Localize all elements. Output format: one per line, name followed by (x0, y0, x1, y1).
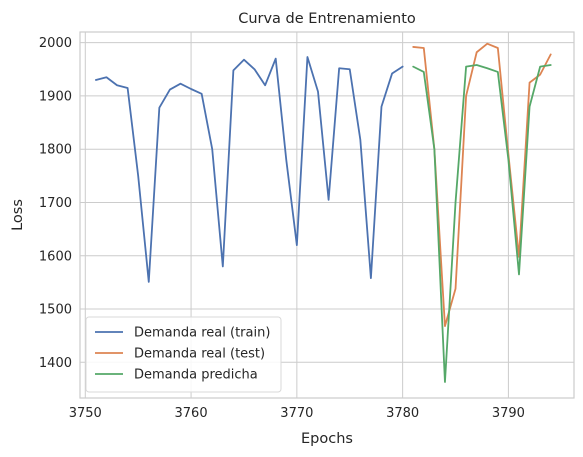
series-lines (94, 42, 552, 383)
legend-box (85, 316, 282, 393)
y-axis-title: Loss (10, 199, 26, 231)
x-tick-label: 3760 (175, 406, 208, 421)
y-tick-label: 1900 (39, 89, 72, 104)
plot-frame (79, 31, 575, 399)
series-line-1 (94, 56, 404, 283)
x-tick-label: 3790 (492, 406, 525, 421)
x-tick-labels: 3750 3760 3770 3780 3790 (69, 406, 525, 421)
y-tick-labels: 1400 1500 1600 1700 1800 1900 2000 (39, 36, 72, 371)
y-tick-label: 1700 (39, 196, 72, 211)
y-tick-label: 1400 (39, 356, 72, 371)
x-tick-label: 3770 (280, 406, 313, 421)
y-tick-label: 1800 (39, 143, 72, 158)
series-line-3 (412, 64, 552, 383)
legend-label: Demanda real (train) (134, 326, 270, 341)
y-tick-label: 1500 (39, 303, 72, 318)
x-axis-title: Epochs (301, 431, 353, 447)
legend-label: Demanda predicha (134, 368, 258, 383)
y-tick-label: 1600 (39, 249, 72, 264)
x-tick-label: 3750 (69, 406, 102, 421)
series-line-2 (412, 42, 552, 327)
legend-label: Demanda real (test) (134, 347, 265, 362)
chart-title: Curva de Entrenamiento (238, 11, 416, 27)
x-tick-label: 3780 (386, 406, 419, 421)
legend: Demanda real (train) Demanda real (test) D… (85, 316, 282, 393)
y-tick-label: 2000 (39, 36, 72, 51)
